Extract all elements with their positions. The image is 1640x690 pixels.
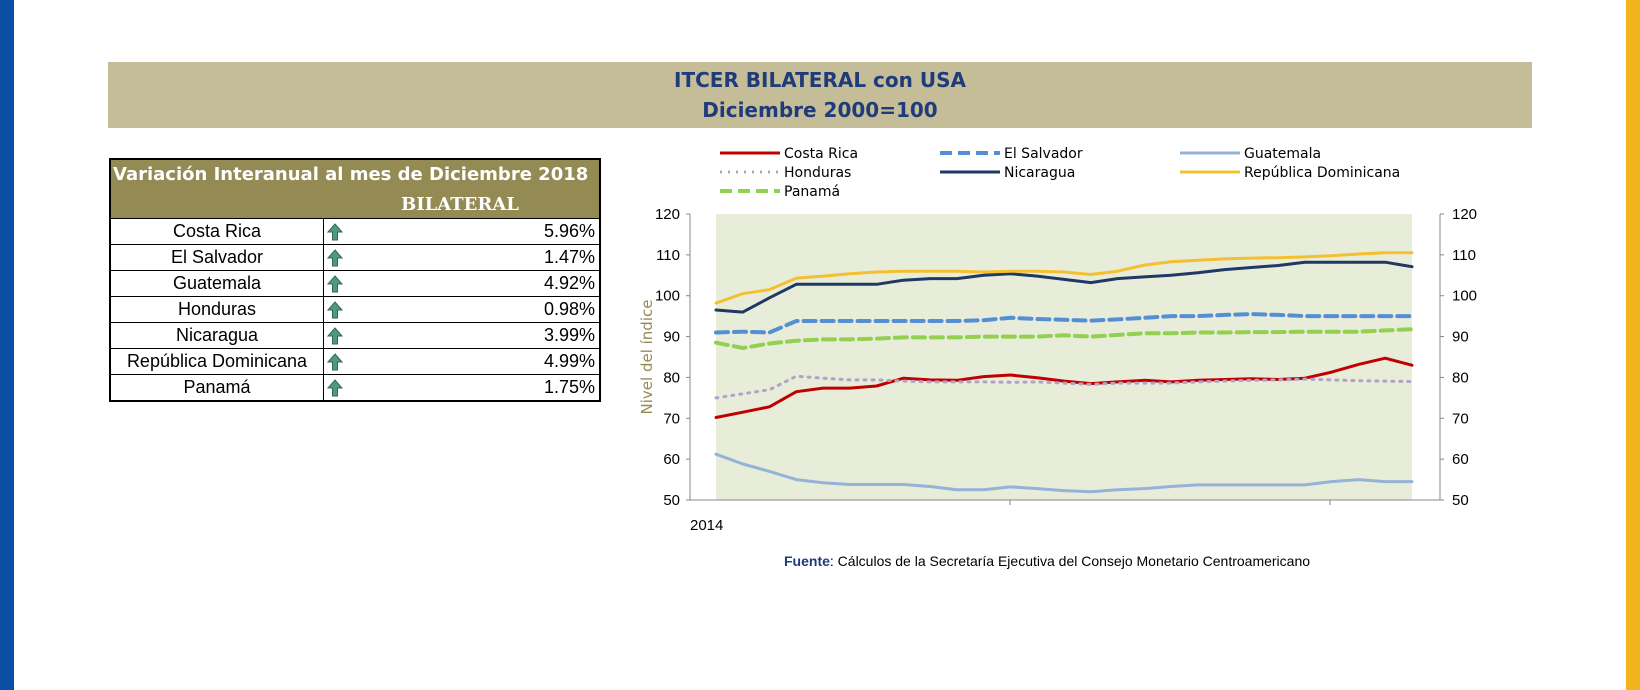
y-tick-label-right: 90 [1452, 329, 1469, 346]
y-tick-label-right: 80 [1452, 369, 1469, 386]
x-tick-label: 2014 [690, 517, 723, 534]
country-cell: Honduras [111, 297, 324, 322]
y-tick-label-right: 70 [1452, 410, 1469, 427]
table-row: República Dominicana 4.99% [111, 348, 599, 374]
left-accent-stripe [0, 0, 14, 690]
series-line [714, 327, 1414, 350]
up-arrow-icon [324, 349, 346, 374]
y-tick-label: 60 [663, 451, 680, 468]
y-tick-label-right: 60 [1452, 451, 1469, 468]
page-subtitle: Diciembre 2000=100 [702, 98, 938, 122]
variation-value: 4.92% [543, 273, 595, 293]
series-line [714, 251, 1414, 305]
table-row: Costa Rica 5.96% [111, 218, 599, 244]
country-cell: El Salvador [111, 245, 324, 270]
country-cell: Panamá [111, 375, 324, 400]
variation-value: 1.47% [543, 247, 595, 267]
variation-value: 4.99% [543, 351, 595, 371]
country-cell: República Dominicana [111, 349, 324, 374]
y-tick-label: 100 [655, 288, 680, 305]
variation-table-body: Costa Rica 5.96% El Salvador 1.47% Guatemala… [111, 218, 599, 400]
table-row: Nicaragua 3.99% [111, 322, 599, 348]
legend-label: Guatemala [1244, 146, 1321, 162]
country-cell: Nicaragua [111, 323, 324, 348]
series-line [714, 374, 1414, 400]
y-tick-label: 90 [663, 329, 680, 346]
variation-table-title: Variación Interanual al mes de Diciembre… [113, 164, 589, 185]
chart-svg: 50 50 60 60 70 70 80 80 90 90 100 100 110 110 120 120 20… [638, 146, 1477, 534]
variation-value: 3.99% [543, 325, 595, 345]
title-band: ITCER BILATERAL con USA Diciembre 2000=1… [108, 62, 1532, 128]
plot-area [716, 214, 1412, 500]
up-arrow-icon [324, 323, 346, 348]
variation-value: 5.96% [543, 221, 595, 241]
variation-table: Variación Interanual al mes de Diciembre… [109, 158, 601, 402]
legend-label: Panamá [784, 184, 840, 200]
variation-value: 1.75% [543, 377, 595, 397]
y-tick-label: 50 [663, 492, 680, 509]
legend-label: Costa Rica [784, 146, 858, 162]
source-note: Fuente: Cálculos de la Secretaría Ejecut… [784, 553, 1310, 569]
series-line [714, 452, 1414, 494]
table-row: Panamá 1.75% [111, 374, 599, 400]
y-tick-label-right: 50 [1452, 492, 1469, 509]
source-label: Fuente [784, 553, 830, 569]
legend-label: El Salvador [1004, 146, 1083, 162]
page-title: ITCER BILATERAL con USA [674, 68, 966, 92]
variation-table-header: Variación Interanual al mes de Diciembre… [111, 160, 599, 218]
y-tick-label: 120 [655, 206, 680, 223]
y-tick-label: 70 [663, 410, 680, 427]
y-tick-label-right: 110 [1452, 247, 1476, 264]
series-line [714, 260, 1414, 314]
table-row: Honduras 0.98% [111, 296, 599, 322]
y-tick-label-right: 120 [1452, 206, 1477, 223]
variation-table-subtitle: BILATERAL [401, 194, 519, 215]
variation-value: 0.98% [543, 299, 595, 319]
table-row: El Salvador 1.47% [111, 244, 599, 270]
country-cell: Guatemala [111, 271, 324, 296]
up-arrow-icon [324, 297, 346, 322]
legend-label: República Dominicana [1244, 165, 1400, 181]
up-arrow-icon [324, 375, 346, 400]
y-tick-label: 80 [663, 369, 680, 386]
series-line [714, 312, 1414, 335]
legend-label: Honduras [784, 165, 851, 181]
y-tick-label-right: 100 [1452, 288, 1477, 305]
y-axis-label: Nivel del índice [640, 300, 656, 415]
y-tick-label: 110 [656, 247, 680, 264]
legend-label: Nicaragua [1004, 165, 1075, 181]
source-text: : Cálculos de la Secretaría Ejecutiva de… [829, 553, 1311, 569]
up-arrow-icon [324, 271, 346, 296]
up-arrow-icon [324, 245, 346, 270]
table-row: Guatemala 4.92% [111, 270, 599, 296]
up-arrow-icon [324, 219, 346, 244]
country-cell: Costa Rica [111, 219, 324, 244]
right-accent-stripe [1626, 0, 1640, 690]
line-chart: 50 50 60 60 70 70 80 80 90 90 100 100 110 110 120 120 20… [638, 140, 1500, 540]
